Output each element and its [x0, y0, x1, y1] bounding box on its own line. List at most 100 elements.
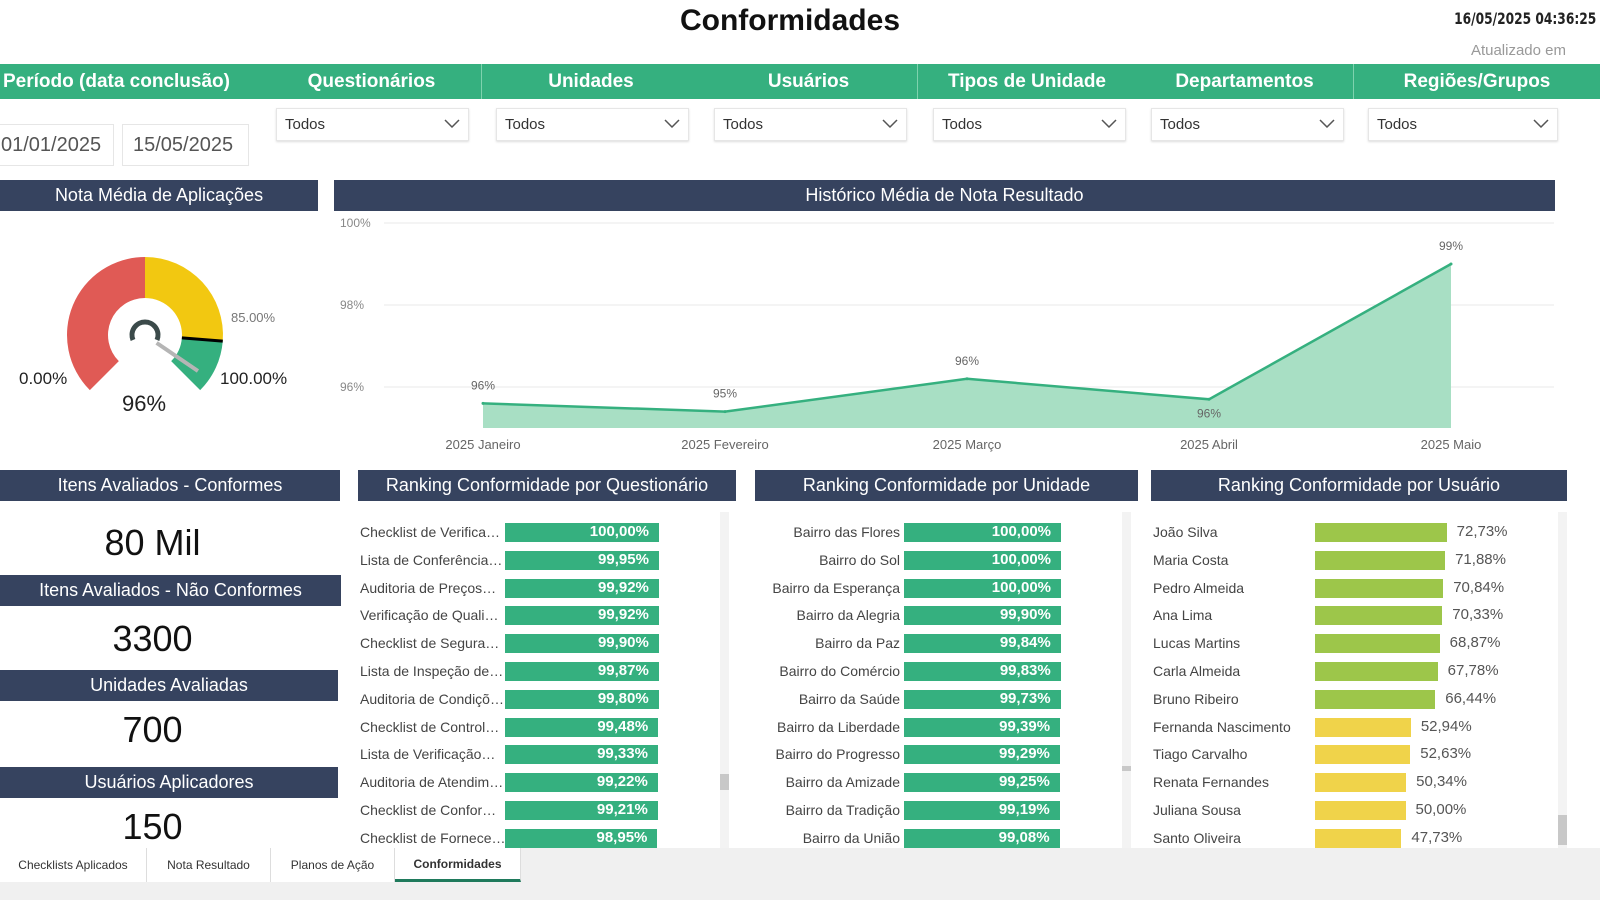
filter-label-questionarios: Questionários — [262, 64, 482, 99]
chevron-down-icon — [444, 116, 460, 133]
ranking-row[interactable]: Bairro da Alegria 99,90% — [755, 606, 1138, 626]
data-label: 96% — [1197, 406, 1221, 420]
ranking-row[interactable]: Checklist de Control… 99,48% — [358, 717, 736, 737]
ranking-bar — [1315, 717, 1411, 737]
dropdown-value: Todos — [1377, 116, 1418, 133]
ranking-bar — [904, 717, 1061, 737]
ranking-row[interactable]: Verificação de Quali… 99,92% — [358, 606, 736, 626]
data-point — [723, 410, 727, 414]
scrollbar-track[interactable] — [720, 512, 729, 848]
scrollbar-thumb[interactable] — [1558, 815, 1567, 845]
ranking-bar — [904, 523, 1061, 542]
filter-label-periodo: Período (data conclusão) — [3, 70, 230, 92]
ranking-row[interactable]: Santo Oliveira 47,73% — [1151, 828, 1567, 848]
ranking-row[interactable]: Checklist de Confor… 99,21% — [358, 801, 736, 820]
ranking-row[interactable]: Bairro do Comércio 99,83% — [755, 662, 1138, 681]
gauge-target-marker — [181, 336, 223, 343]
ranking-row[interactable]: Bairro da Saúde 99,73% — [755, 689, 1138, 709]
ranking-row[interactable]: Renata Fernandes 50,34% — [1151, 773, 1567, 793]
ranking-row[interactable]: Lucas Martins 68,87% — [1151, 634, 1567, 654]
ranking-value: 50,34% — [1416, 773, 1467, 791]
dropdown-unidades[interactable]: Todos — [496, 108, 689, 141]
ranking-item-name: Juliana Sousa — [1153, 802, 1241, 818]
ranking-item-name: Checklist de Fornece… — [360, 829, 506, 846]
dropdown-tipos-unidade[interactable]: Todos — [933, 108, 1126, 141]
ranking-bar — [1315, 578, 1444, 598]
ranking-row[interactable]: Bruno Ribeiro 66,44% — [1151, 689, 1567, 709]
ranking-value: 52,94% — [1420, 717, 1472, 735]
ranking-bar — [904, 662, 1061, 681]
ranking-item-name: Bairro da Paz — [815, 635, 900, 652]
date-end-input[interactable]: 15/05/2025 — [122, 124, 249, 166]
dropdown-regioes[interactable]: Todos — [1368, 108, 1558, 141]
area-fill — [483, 264, 1451, 428]
ranking-row[interactable]: Lista de Conferência… 99,95% — [358, 550, 736, 570]
ranking-row[interactable]: Lista de Inspeção de… 99,87% — [358, 662, 736, 681]
ranking-item-name: Auditoria de Condiçõ… — [360, 690, 504, 707]
ranking-bar — [904, 689, 1061, 709]
dropdown-value: Todos — [285, 116, 326, 133]
scrollbar-track[interactable] — [1558, 512, 1567, 848]
ranking-row[interactable]: Carla Almeida 67,78% — [1151, 662, 1567, 681]
dropdown-questionarios[interactable]: Todos — [276, 108, 469, 141]
ranking-row[interactable]: Bairro da Esperança 100,00% — [755, 578, 1138, 598]
ranking-row[interactable]: João Silva 72,73% — [1151, 523, 1567, 542]
last-updated-timestamp: 16/05/2025 04:36:25 — [1453, 9, 1596, 28]
ranking-unidade-panel: Ranking Conformidade por Unidade Bairro … — [755, 470, 1138, 848]
scrollbar-track[interactable] — [1122, 512, 1131, 848]
ranking-bar — [505, 606, 659, 626]
date-start-input[interactable]: 01/01/2025 — [0, 124, 114, 166]
dropdown-departamentos[interactable]: Todos — [1151, 108, 1344, 141]
ranking-row[interactable]: Bairro da Tradição 99,19% — [755, 801, 1138, 820]
tab-nota-resultado[interactable]: Nota Resultado — [147, 848, 271, 882]
ranking-bar — [1315, 689, 1436, 709]
ranking-row[interactable]: Checklist de Fornece… 98,95% — [358, 828, 736, 848]
ranking-bar — [1315, 606, 1443, 626]
ranking-value: 99,90% — [999, 606, 1051, 624]
ranking-item-name: Bairro da Saúde — [798, 690, 900, 707]
ranking-row[interactable]: Bairro do Sol 100,00% — [755, 550, 1138, 570]
ranking-row[interactable]: Lista de Verificação… 99,33% — [358, 745, 736, 765]
tab-conformidades[interactable]: Conformidades — [395, 848, 521, 882]
ranking-row[interactable]: Bairro da Liberdade 99,39% — [755, 717, 1138, 737]
x-tick-label: 2025 Janeiro — [445, 437, 520, 452]
ranking-row[interactable]: Juliana Sousa 50,00% — [1151, 801, 1567, 820]
ranking-row[interactable]: Checklist de Segura… 99,90% — [358, 634, 736, 654]
ranking-row[interactable]: Auditoria de Condiçõ… 99,80% — [358, 689, 736, 709]
ranking-value: 70,33% — [1452, 606, 1504, 624]
ranking-row[interactable]: Bairro das Flores 100,00% — [755, 523, 1138, 542]
ranking-row[interactable]: Bairro da Amizade 99,25% — [755, 773, 1138, 793]
ranking-questionario-panel: Ranking Conformidade por Questionário Ch… — [358, 470, 736, 848]
ranking-value: 99,08% — [998, 828, 1050, 846]
ranking-item-name: João Silva — [1153, 524, 1218, 540]
dropdown-usuarios[interactable]: Todos — [714, 108, 907, 141]
ranking-row[interactable]: Fernanda Nascimento 52,94% — [1151, 717, 1567, 737]
ranking-item-name: Bairro das Flores — [793, 524, 900, 540]
tab-planos-de-acao[interactable]: Planos de Ação — [271, 848, 395, 882]
data-label: 96% — [955, 354, 979, 368]
ranking-row[interactable]: Auditoria de Preços… 99,92% — [358, 578, 736, 598]
ranking-row[interactable]: Maria Costa 71,88% — [1151, 550, 1567, 570]
scrollbar-thumb[interactable] — [1122, 766, 1131, 771]
ranking-bar — [1315, 634, 1440, 654]
data-point — [965, 377, 969, 381]
ranking-row[interactable]: Pedro Almeida 70,84% — [1151, 578, 1567, 598]
ranking-value: 99,73% — [999, 689, 1051, 707]
ranking-row[interactable]: Tiago Carvalho 52,63% — [1151, 745, 1567, 765]
ranking-bar — [505, 634, 659, 654]
ranking-row[interactable]: Bairro da Paz 99,84% — [755, 634, 1138, 654]
ranking-row[interactable]: Auditoria de Atendim… 99,22% — [358, 773, 736, 793]
ranking-item-name: Checklist de Confor… — [360, 802, 497, 818]
ranking-value: 71,88% — [1455, 550, 1506, 568]
ranking-row[interactable]: Bairro da União 99,08% — [755, 828, 1138, 848]
ranking-row[interactable]: Ana Lima 70,33% — [1151, 606, 1567, 626]
ranking-value: 100,00% — [991, 550, 1051, 568]
tab-checklists-aplicados[interactable]: Checklists Aplicados — [0, 848, 147, 882]
ranking-row[interactable]: Bairro do Progresso 99,29% — [755, 745, 1138, 765]
ranking-value: 99,80% — [597, 689, 649, 707]
scrollbar-thumb[interactable] — [720, 774, 729, 790]
ranking-row[interactable]: Checklist de Verifica… 100,00% — [358, 523, 736, 542]
ranking-value: 72,73% — [1456, 523, 1508, 540]
chevron-down-icon — [1319, 116, 1335, 133]
ranking-value: 99,92% — [598, 606, 649, 624]
